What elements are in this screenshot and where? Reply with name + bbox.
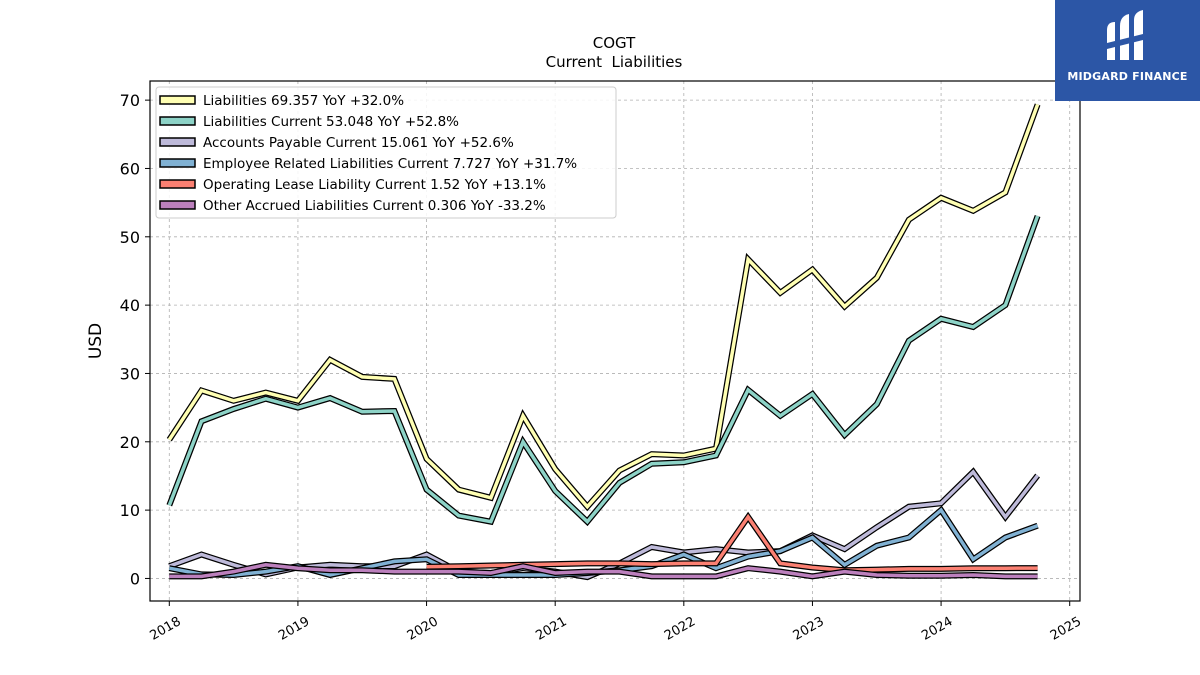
x-tick-label: 2020 [405,614,441,644]
legend-label: Employee Related Liabilities Current 7.7… [203,156,577,172]
y-tick-label: 70 [120,91,140,110]
x-tick-label: 2021 [533,614,569,644]
legend-swatch [159,116,196,126]
x-tick-label: 2018 [147,614,183,644]
legend-label: Liabilities Current 53.048 YoY +52.8% [203,114,459,130]
legend-label: Operating Lease Liability Current 1.52 Y… [203,177,546,193]
x-tick-label: 2019 [276,614,312,644]
series-line-1 [167,215,1040,525]
legend-swatch [159,200,196,210]
legend-swatch [159,137,196,147]
legend-label: Accounts Payable Current 15.061 YoY +52.… [203,135,514,151]
legend-swatch [159,179,196,189]
x-tick-label: 2024 [919,614,955,644]
plot-frame [149,80,1081,602]
legend: Liabilities 69.357 YoY +32.0% Liabilities… [155,86,617,219]
series-group [166,103,1041,581]
series-line-0 [167,103,1040,510]
y-tick-label: 60 [120,159,140,178]
y-axis: 0 10 20 30 40 50 60 70 [120,91,150,588]
legend-label: Liabilities 69.357 YoY +32.0% [203,93,404,109]
x-tick-label: 2023 [791,614,827,644]
brand-logo-text: MIDGARD FINANCE [1067,70,1188,83]
legend-swatch [159,95,196,105]
chart-title: COGT [593,34,636,52]
y-tick-label: 10 [120,501,140,520]
midgard-logo-icon [1107,10,1143,60]
x-tick-label: 2025 [1048,614,1084,644]
series-line-5 [169,563,1038,579]
brand-logo: MIDGARD FINANCE [1055,0,1200,101]
legend-swatch [159,158,196,168]
series-line-outline-1 [166,214,1041,527]
y-tick-label: 50 [120,228,140,247]
x-axis: 2018 2019 2020 2021 2022 2023 2024 2025 [147,601,1084,644]
legend-box [155,86,617,219]
y-axis-label: USD [86,323,106,359]
chart-subtitle: Current Liabilities [546,53,683,71]
y-tick-label: 30 [120,364,140,383]
y-tick-label: 20 [120,433,140,452]
legend-label: Other Accrued Liabilities Current 0.306 … [203,198,546,214]
y-tick-label: 0 [130,569,140,588]
y-tick-label: 40 [120,296,140,315]
x-tick-label: 2022 [662,614,698,644]
